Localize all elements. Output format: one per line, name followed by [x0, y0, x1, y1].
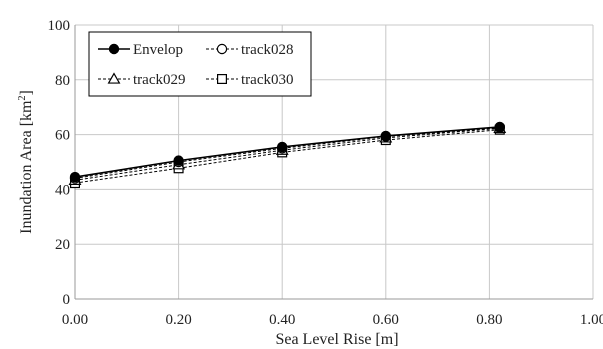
series-Envelop: [69, 121, 505, 183]
series-line-track029: [74, 127, 500, 181]
legend-label: track028: [241, 42, 293, 58]
x-tick-labels: 0.00 0.20 0.40 0.60 0.80 1.00: [62, 312, 603, 328]
y-tick-labels: 0 20 40 60 80 100: [48, 18, 71, 308]
x-tick-label: 1.00: [580, 312, 603, 328]
y-tick-label: 40: [55, 182, 70, 198]
x-tick-label: 0.40: [269, 312, 295, 328]
x-axis-title: Sea Level Rise [m]: [275, 331, 398, 348]
legend-label: track029: [133, 72, 185, 88]
data-point-Envelop: [173, 155, 184, 166]
legend-marker-track028: [216, 43, 228, 55]
y-axis-title: Inundation Area [km2]: [17, 90, 35, 234]
legend-marker-track030: [217, 73, 228, 84]
y-tick-label: 20: [55, 237, 70, 253]
y-axis-title-close: ]: [18, 90, 35, 95]
x-tick-label: 0.00: [62, 312, 88, 328]
y-axis-title-superscript: 2: [17, 96, 28, 101]
legend-item-track029: track029: [98, 72, 185, 88]
y-axis-title-main: Inundation Area [km: [18, 100, 35, 234]
y-tick-label: 0: [63, 292, 71, 308]
axes: [74, 25, 593, 300]
series-line-track030: [74, 129, 500, 184]
legend-marker-track029: [107, 72, 121, 84]
data-point-Envelop: [494, 121, 505, 133]
legend-box: [88, 31, 312, 97]
x-tick-label: 0.20: [165, 312, 191, 328]
data-point-Envelop: [69, 171, 81, 183]
legend-label: Envelop: [133, 42, 183, 58]
data-point-Envelop: [277, 141, 288, 153]
x-tick-label: 0.60: [373, 312, 399, 328]
x-tick-label: 0.80: [476, 312, 502, 328]
y-tick-label: 60: [55, 128, 70, 144]
y-tick-label: 100: [48, 18, 71, 34]
data-point-Envelop: [380, 130, 391, 142]
series-group: [68, 121, 507, 189]
legend-item-Envelop: Envelop: [98, 42, 183, 58]
legend-marker-Envelop: [108, 43, 120, 55]
legend-label: track030: [241, 72, 293, 88]
legend-item-track030: track030: [206, 72, 293, 88]
y-tick-label: 80: [55, 73, 70, 89]
legend: Envelop track028 track029 track030: [88, 31, 312, 97]
legend-item-track028: track028: [206, 42, 293, 58]
